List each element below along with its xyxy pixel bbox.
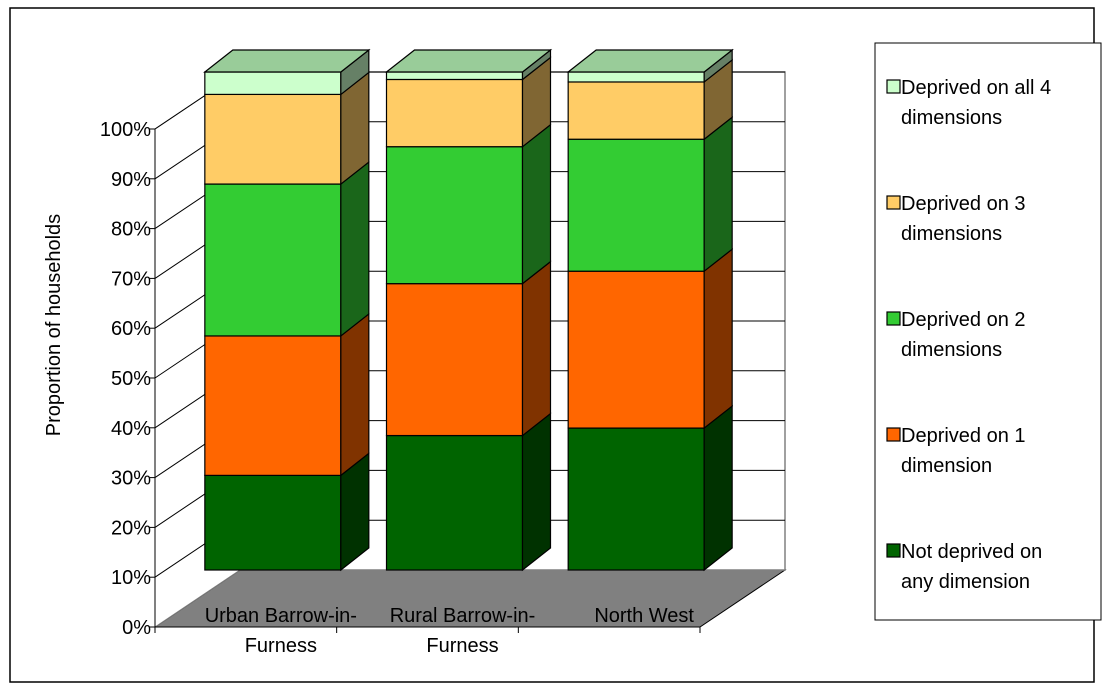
- x-tick-label: North West: [594, 605, 694, 627]
- bar-top: [203, 49, 371, 73]
- y-tick-label: 30%: [111, 468, 151, 490]
- legend-label: any dimension: [901, 571, 1030, 593]
- legend-swatch: [886, 427, 901, 442]
- legend-label: Not deprived on: [901, 541, 1042, 563]
- y-tick-label: 20%: [111, 517, 151, 539]
- bars: [203, 48, 734, 572]
- legend-label: Deprived on 3: [901, 193, 1026, 215]
- x-tick-label: Rural Barrow-in-: [390, 605, 536, 627]
- bar-segment-front: [567, 71, 705, 83]
- legend-label: Deprived on 1: [901, 425, 1026, 447]
- legend-label: dimension: [901, 455, 992, 477]
- x-tick-label: Furness: [426, 635, 498, 657]
- legend-label: Deprived on 2: [901, 309, 1026, 331]
- legend: Deprived on all 4 dimensions Deprived on 3…: [874, 42, 1102, 621]
- legend-label: dimensions: [901, 339, 1002, 361]
- bar-top: [566, 49, 734, 73]
- y-tick-label: 70%: [111, 268, 151, 290]
- x-tick-label: Furness: [245, 635, 317, 657]
- legend-label: dimensions: [901, 223, 1002, 245]
- bar-segment-side: [521, 412, 552, 572]
- y-tick-labels: 0% 10% 20% 30% 40% 50% 60% 70% 80% 90% 100%: [100, 119, 151, 639]
- y-axis-label: Proportion of households: [43, 214, 65, 436]
- y-tick-label: 90%: [111, 169, 151, 191]
- bar-segment-front: [567, 81, 705, 140]
- bar-segment-front: [567, 270, 705, 429]
- bar-segment-side: [703, 115, 733, 273]
- bar-segment-side: [703, 247, 733, 430]
- bar-segment-front: [385, 78, 524, 148]
- bar-segment-side: [521, 260, 552, 437]
- legend-swatch: [886, 195, 901, 210]
- bar-segment-side: [521, 123, 552, 285]
- axes: [149, 128, 701, 633]
- bar-segment-front: [204, 71, 342, 96]
- legend-label: dimensions: [901, 107, 1002, 129]
- bar-segment-side: [703, 404, 733, 572]
- bar-top: [384, 49, 553, 73]
- bar-segment-side: [340, 312, 370, 477]
- bar-segment-front: [385, 434, 524, 571]
- bar-segment-front: [204, 474, 342, 571]
- x-tick-labels: Urban Barrow-in- Furness Rural Barrow-in- F…: [205, 605, 695, 657]
- y-tick-label: 40%: [111, 418, 151, 440]
- legend-swatch: [886, 79, 901, 94]
- bar-segment-front: [385, 146, 524, 285]
- legend-label: Deprived on all 4: [901, 77, 1051, 99]
- bar-segment-side: [340, 160, 370, 338]
- bar-segment-front: [385, 283, 524, 437]
- legend-box: [874, 42, 1102, 621]
- y-tick-label: 0%: [122, 617, 151, 639]
- legend-swatch: [886, 543, 901, 558]
- bar-segment-front: [204, 93, 342, 185]
- bar-segment-front: [385, 71, 524, 81]
- y-tick-label: 80%: [111, 219, 151, 241]
- y-tick-label: 60%: [111, 318, 151, 340]
- legend-swatch: [886, 311, 901, 326]
- bar-segment-front: [567, 427, 705, 571]
- bar-segment-front: [204, 335, 342, 476]
- y-tick-label: 10%: [111, 567, 151, 589]
- bar-segment-front: [204, 183, 342, 337]
- y-tick-label: 100%: [100, 119, 151, 141]
- x-tick-label: Urban Barrow-in-: [205, 605, 357, 627]
- bar-segment-front: [567, 138, 705, 272]
- y-tick-label: 50%: [111, 368, 151, 390]
